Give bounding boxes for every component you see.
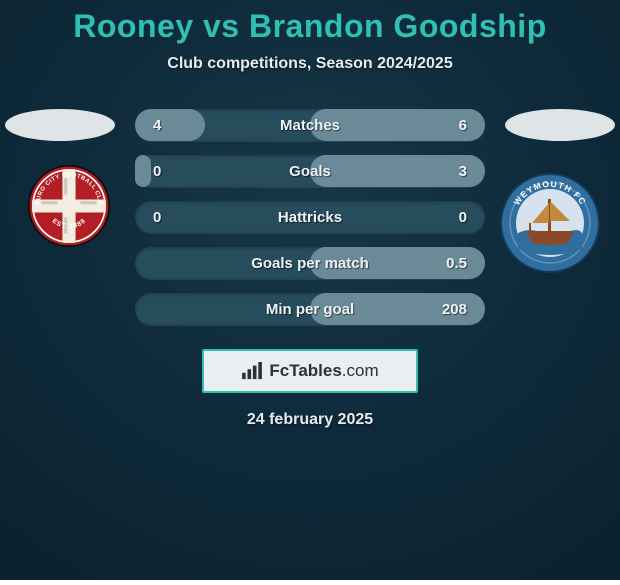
club-badge-left: TRURO CITY FOOTBALL CLUB EST. 1889	[28, 165, 110, 247]
stat-fill-left	[135, 109, 205, 141]
stat-value-left: 4	[153, 117, 161, 134]
player-photo-left-placeholder	[5, 109, 115, 141]
stat-row: 4Matches6	[135, 109, 485, 141]
brand-name: FcTables	[269, 361, 341, 380]
page-title: Rooney vs Brandon Goodship	[0, 0, 620, 45]
stat-row: Goals per match0.5	[135, 247, 485, 279]
brand-tld: .com	[342, 361, 379, 380]
brand-text: FcTables.com	[269, 361, 378, 381]
stat-value-right: 0	[459, 209, 467, 226]
stat-rows: 4Matches60Goals30Hattricks0Goals per mat…	[135, 109, 485, 325]
stat-label: Hattricks	[135, 209, 485, 226]
stat-value-right: 6	[459, 117, 467, 134]
content-root: Rooney vs Brandon Goodship Club competit…	[0, 0, 620, 580]
subtitle: Club competitions, Season 2024/2025	[0, 55, 620, 73]
bar-chart-icon	[241, 362, 263, 380]
stat-value-right: 3	[459, 163, 467, 180]
stat-row: 0Hattricks0	[135, 201, 485, 233]
stat-row: 0Goals3	[135, 155, 485, 187]
player-photo-right-placeholder	[505, 109, 615, 141]
stat-fill-left	[135, 155, 151, 187]
stat-row: Min per goal208	[135, 293, 485, 325]
date-line: 24 february 2025	[0, 411, 620, 429]
stat-value-right: 208	[442, 301, 467, 318]
comparison-area: TRURO CITY FOOTBALL CLUB EST. 1889	[0, 103, 620, 333]
stat-value-left: 0	[153, 209, 161, 226]
club-badge-right: WEYMOUTH FC	[500, 173, 600, 273]
stat-value-left: 0	[153, 163, 161, 180]
brand-box[interactable]: FcTables.com	[202, 349, 418, 393]
stat-value-right: 0.5	[446, 255, 467, 272]
